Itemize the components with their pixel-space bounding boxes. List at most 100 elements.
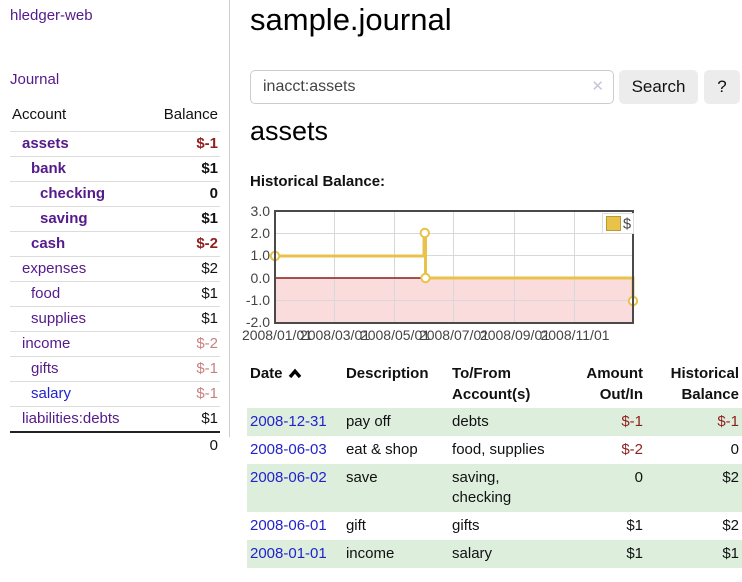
svg-text:3.0: 3.0 <box>251 203 271 219</box>
account-link-expenses[interactable]: expenses <box>22 260 87 277</box>
transaction-accounts: gifts <box>452 517 480 534</box>
legend-label: $ <box>623 217 631 233</box>
account-row: assets $-1 <box>10 131 220 157</box>
account-link-salary[interactable]: salary <box>31 385 72 402</box>
svg-text:2008/09/01: 2008/09/01 <box>480 327 550 343</box>
search-box: ✕ <box>250 70 614 104</box>
account-row: cash $-2 <box>10 231 220 257</box>
accounts-col-balance: Balance <box>163 106 218 123</box>
transaction-row: 2008-06-01 gift gifts $1 $2 <box>247 512 742 540</box>
transaction-date-link[interactable]: 2008-12-31 <box>250 413 327 430</box>
accounts-col-account: Account <box>12 106 67 123</box>
search-bar: ✕ Search ? <box>250 70 742 104</box>
transaction-balance: $2 <box>722 517 739 534</box>
accounts-total-row: 0 <box>10 432 220 458</box>
transaction-date-link[interactable]: 2008-06-02 <box>250 469 327 486</box>
y-axis-ticks: 3.0 2.0 1.0 0.0 -1.0 -2.0 <box>246 203 270 330</box>
brand-link[interactable]: hledger-web <box>10 7 93 24</box>
account-link-supplies[interactable]: supplies <box>31 310 87 327</box>
account-balance: $1 <box>201 210 218 227</box>
account-link-liabilities-debts[interactable]: liabilities:debts <box>22 410 120 427</box>
transaction-description: save <box>345 469 378 486</box>
accounts-header-row: Account Balance <box>10 104 220 132</box>
transaction-balance: $-1 <box>717 413 739 430</box>
legend-swatch-icon <box>606 216 621 231</box>
account-link-food[interactable]: food <box>31 285 61 302</box>
register-header-row: Date Description To/From Account(s) Amou… <box>247 360 742 408</box>
clear-search-icon[interactable]: ✕ <box>591 78 604 95</box>
transaction-amount: $1 <box>626 517 644 534</box>
transaction-accounts: food, supplies <box>452 441 545 458</box>
sidebar-divider <box>229 0 230 437</box>
account-row: gifts $-1 <box>10 356 220 382</box>
sidebar-item-journal[interactable]: Journal <box>10 71 60 88</box>
account-row: food $1 <box>10 281 220 307</box>
transaction-description: eat & shop <box>345 441 418 458</box>
transaction-date-link[interactable]: 2008-06-03 <box>250 441 327 458</box>
account-row: saving $1 <box>10 206 220 232</box>
accounts-total: 0 <box>209 437 218 454</box>
transaction-description: pay off <box>345 413 391 430</box>
register-table: Date Description To/From Account(s) Amou… <box>247 360 742 568</box>
account-row: supplies $1 <box>10 306 220 332</box>
help-button[interactable]: ? <box>704 70 740 104</box>
transaction-balance: 0 <box>730 441 739 458</box>
transaction-row: 2008-12-31 pay off debts $-1 $-1 <box>247 408 742 436</box>
account-row: liabilities:debts $1 <box>10 406 220 433</box>
account-row: salary $-1 <box>10 381 220 407</box>
account-balance: $2 <box>201 260 218 277</box>
account-link-cash[interactable]: cash <box>31 235 66 252</box>
transaction-date-link[interactable]: 2008-01-01 <box>250 545 327 562</box>
page-title: sample.journal <box>250 2 452 37</box>
account-link-assets[interactable]: assets <box>22 135 69 152</box>
svg-text:2008/07/01: 2008/07/01 <box>419 327 489 343</box>
register-col-amount: Amount Out/In <box>586 365 644 403</box>
account-row: checking 0 <box>10 181 220 207</box>
transaction-amount: $-2 <box>621 441 644 458</box>
transaction-accounts: salary <box>452 545 493 562</box>
transaction-row: 2008-01-01 income salary $1 $1 <box>247 540 742 568</box>
svg-text:2.0: 2.0 <box>251 225 271 241</box>
transaction-amount: $-1 <box>621 413 644 430</box>
svg-text:2008/01/01: 2008/01/01 <box>242 327 312 343</box>
x-axis-ticks: 2008/01/01 2008/03/01 2008/05/01 2008/07… <box>242 327 610 343</box>
transaction-row: 2008-06-03 eat & shop food, supplies $-2… <box>247 436 742 464</box>
account-link-bank[interactable]: bank <box>31 160 67 177</box>
account-row: bank $1 <box>10 156 220 182</box>
account-link-checking[interactable]: checking <box>40 185 106 202</box>
accounts-table: Account Balance assets $-1 bank $1 check… <box>10 104 220 458</box>
transaction-amount: 0 <box>634 469 644 486</box>
svg-text:2008/03/01: 2008/03/01 <box>300 327 370 343</box>
svg-text:-2.0: -2.0 <box>246 314 270 330</box>
chart-title: Historical Balance: <box>250 173 386 190</box>
account-balance: 0 <box>209 185 218 202</box>
account-link-gifts[interactable]: gifts <box>31 360 59 377</box>
register-col-date[interactable]: Date <box>247 360 343 408</box>
transaction-amount: $1 <box>626 545 644 562</box>
transaction-accounts: debts <box>452 413 489 430</box>
main-content: sample.journal ✕ Search ? assets Histori… <box>242 0 742 582</box>
transaction-description: gift <box>345 517 366 534</box>
transaction-row: 2008-06-02 save saving, checking 0 $2 <box>247 464 742 512</box>
account-row: income $-2 <box>10 331 220 357</box>
account-balance: $-2 <box>196 235 218 252</box>
historical-balance-chart: $ 3.0 2.0 1.0 0.0 -1.0 -2.0 2008/01/01 2… <box>242 203 639 343</box>
search-button[interactable]: Search <box>619 70 698 104</box>
register-col-accounts: To/From Account(s) <box>452 365 531 403</box>
account-link-saving[interactable]: saving <box>40 210 88 227</box>
search-input[interactable] <box>250 70 614 104</box>
transaction-date-link[interactable]: 2008-06-01 <box>250 517 327 534</box>
transaction-accounts: saving, checking <box>452 469 512 506</box>
plot-border <box>274 210 634 324</box>
account-title: assets <box>250 116 329 146</box>
register-col-balance: Historical Balance <box>670 365 739 403</box>
account-link-income[interactable]: income <box>22 335 71 352</box>
transaction-balance: $1 <box>722 545 739 562</box>
sort-ascending-icon <box>288 368 301 379</box>
account-balance: $-2 <box>196 335 218 352</box>
svg-text:-1.0: -1.0 <box>246 292 270 308</box>
account-balance: $-1 <box>196 360 218 377</box>
transaction-description: income <box>345 545 395 562</box>
svg-text:2008/05/01: 2008/05/01 <box>360 327 430 343</box>
